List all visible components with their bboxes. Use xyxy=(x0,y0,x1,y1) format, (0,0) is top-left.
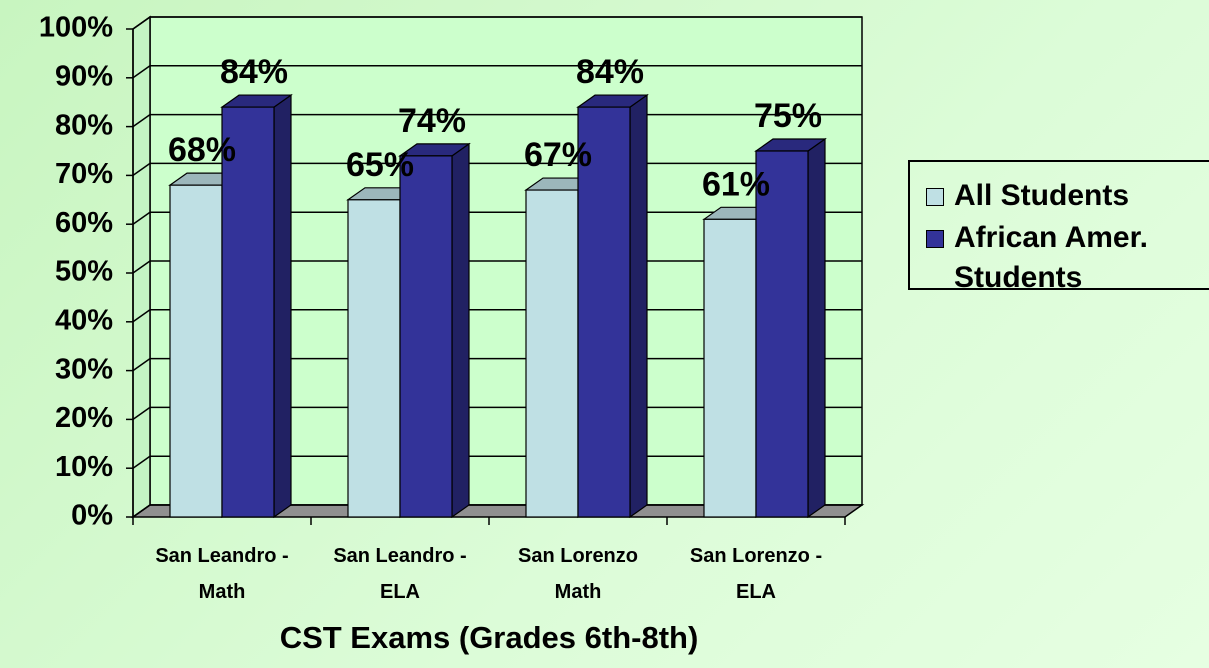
x-axis-title: CST Exams (Grades 6th-8th) xyxy=(279,620,699,655)
legend-item: African Amer. Students xyxy=(926,218,1196,298)
bar xyxy=(169,184,223,518)
grid-line xyxy=(132,162,151,177)
bar-top-shade xyxy=(756,139,825,151)
bar-top-shade xyxy=(222,95,291,108)
legend-label: African Amer. Students xyxy=(954,221,1148,294)
y-tick-label: 50% xyxy=(55,256,113,288)
data-label: 84% xyxy=(576,53,644,91)
grid-line xyxy=(132,455,151,469)
bar xyxy=(525,189,579,518)
data-label: 67% xyxy=(524,136,592,174)
y-tick-label: 30% xyxy=(55,353,113,385)
y-tick-label: 70% xyxy=(55,158,113,190)
bar xyxy=(577,106,631,518)
x-tick-label: San Lorenzo - ELA xyxy=(689,545,823,603)
y-tick-label: 80% xyxy=(55,109,113,141)
data-label: 84% xyxy=(220,53,288,91)
grid-line xyxy=(132,406,151,421)
y-tick-label: 90% xyxy=(55,60,113,92)
y-tick-label: 10% xyxy=(55,451,113,483)
grid-line xyxy=(132,113,151,128)
x-tick-label: San Leandro - Math xyxy=(155,545,289,603)
legend: All Students African Amer. Students xyxy=(908,160,1209,294)
bar-side-shade xyxy=(452,143,469,517)
x-tick-label: San Lorenzo Math xyxy=(517,545,638,603)
bar-side-shade xyxy=(630,95,647,517)
bar xyxy=(221,106,275,518)
x-tick-label: San Leandro - ELA xyxy=(333,545,467,603)
bar xyxy=(347,199,401,518)
y-tick-label: 100% xyxy=(39,12,113,44)
grid-line xyxy=(132,16,151,30)
bar-top-shade xyxy=(578,95,647,108)
legend-label: All Students xyxy=(954,179,1130,212)
bar xyxy=(755,150,809,518)
bar-side-shade xyxy=(274,95,291,517)
grid-line xyxy=(132,357,151,372)
data-label: 61% xyxy=(702,165,770,203)
data-label: 68% xyxy=(168,131,236,169)
bar xyxy=(399,155,453,518)
grid-line xyxy=(132,260,151,274)
bar-side-shade xyxy=(808,139,825,517)
data-label: 65% xyxy=(346,146,414,184)
grid-line xyxy=(132,309,151,323)
legend-item: All Students xyxy=(926,176,1196,216)
data-label: 75% xyxy=(754,97,822,135)
bar-top-shade xyxy=(400,143,469,156)
y-tick-label: 20% xyxy=(55,402,113,434)
legend-swatch xyxy=(926,188,944,206)
grid-line xyxy=(132,211,151,225)
data-label: 74% xyxy=(398,102,466,140)
legend-swatch xyxy=(926,230,944,248)
y-tick-label: 60% xyxy=(55,207,113,239)
bar xyxy=(703,218,757,518)
y-tick-label: 0% xyxy=(71,500,113,532)
grid-line xyxy=(132,65,151,79)
grid-line xyxy=(132,504,151,518)
y-tick-label: 40% xyxy=(55,304,113,336)
